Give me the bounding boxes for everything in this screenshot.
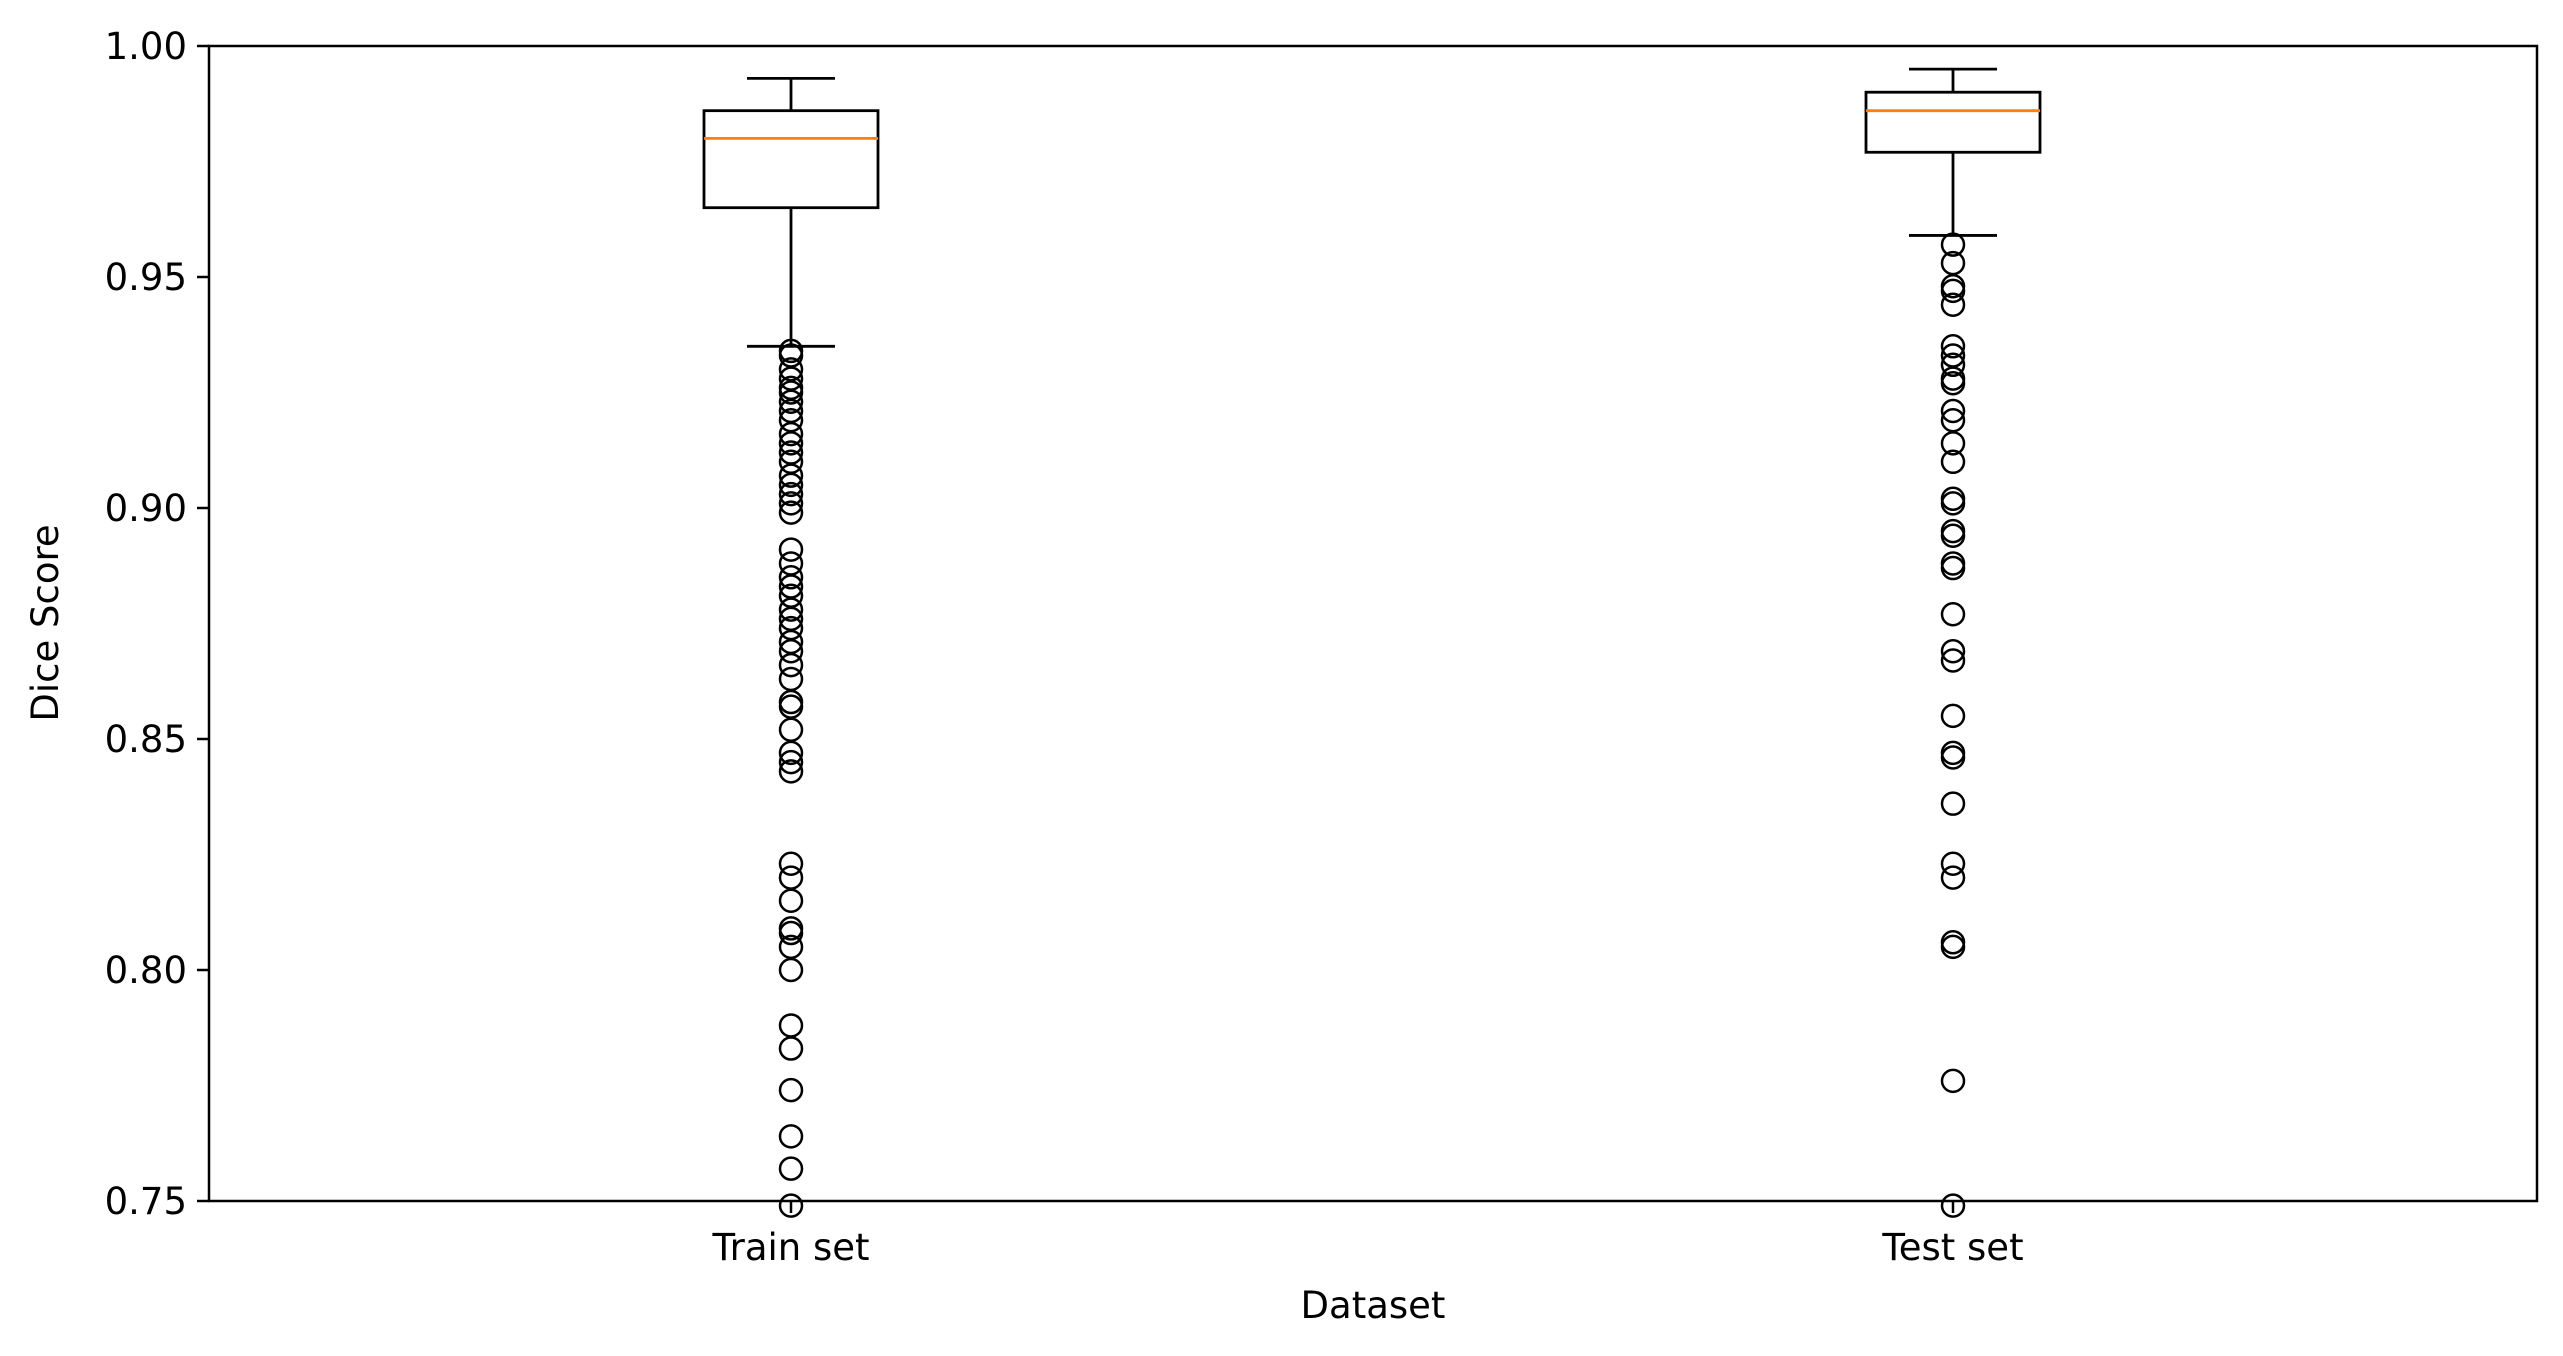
outlier-point (778, 957, 804, 983)
x-axis-ticks: Train set Test set (711, 1201, 2024, 1269)
y-tick-label: 0.80 (105, 949, 187, 992)
axes-frame (207, 44, 2539, 1203)
y-axis-ticks: 0.75 0.80 0.85 0.90 0.95 1.00 (105, 25, 209, 1223)
outlier-point (778, 652, 804, 678)
outlier-point (1940, 292, 1966, 317)
outlier-point (1940, 648, 1966, 673)
outlier-point (778, 421, 804, 447)
outlier-point (1940, 449, 1966, 475)
outlier-point (1940, 431, 1966, 456)
outlier-point (778, 463, 804, 488)
outlier-point (1940, 851, 1966, 876)
outlier-point (1940, 791, 1966, 816)
outlier-point (1940, 278, 1966, 304)
x-axis-label: Dataset (1301, 1284, 1446, 1327)
outlier-point (1940, 703, 1966, 729)
outlier-point (778, 1036, 804, 1061)
outlier-point (1940, 638, 1966, 664)
box-group (702, 76, 880, 1218)
chart-marks (702, 67, 2042, 1218)
outlier-point (1940, 523, 1966, 548)
iqr-box (702, 109, 880, 210)
y-tick-label: 0.75 (105, 1180, 187, 1223)
y-axis-label: Dice Score (24, 524, 67, 721)
outlier-point (778, 1156, 804, 1181)
outlier-point (778, 740, 804, 766)
x-tick-label: Train set (711, 1226, 869, 1269)
outlier-point (1940, 602, 1966, 627)
outlier-point (1940, 745, 1966, 770)
outlier-point (778, 888, 804, 913)
outlier-point (1940, 334, 1966, 359)
iqr-box (1864, 90, 2042, 154)
outlier-point (1940, 934, 1966, 960)
outlier-point (778, 1077, 804, 1103)
outlier-point (778, 537, 804, 562)
outlier-point (778, 481, 804, 507)
plot-area (209, 46, 2537, 1201)
outlier-point (778, 920, 804, 946)
outlier-point (1940, 232, 1966, 257)
outlier-point (778, 472, 804, 498)
outlier-point (778, 389, 804, 414)
outlier-point (778, 431, 804, 456)
outlier-point (1940, 555, 1966, 581)
outlier-point (1940, 1193, 1966, 1218)
outlier-point (1940, 352, 1966, 378)
outlier-point (778, 749, 804, 775)
outlier-point (1940, 865, 1966, 890)
outlier-point (778, 565, 804, 590)
outlier-point (1940, 491, 1966, 516)
y-tick-label: 0.85 (105, 718, 187, 761)
outlier-point (778, 851, 804, 876)
outlier-point (1940, 1068, 1966, 1094)
outlier-point (778, 759, 804, 784)
outlier-point (778, 500, 804, 525)
y-tick-label: 0.90 (105, 487, 187, 530)
outlier-point (778, 638, 804, 664)
outlier-point (1940, 398, 1966, 424)
outlier-point (778, 1193, 804, 1218)
outlier-point (778, 491, 804, 516)
outlier-point (778, 597, 804, 622)
y-tick-label: 1.00 (105, 25, 187, 68)
y-tick-label: 0.95 (105, 256, 187, 299)
box-group (1864, 67, 2042, 1218)
outlier-point (778, 380, 804, 405)
outlier-point (778, 1124, 804, 1149)
outlier-point (1940, 371, 1966, 396)
x-tick-label: Test set (1881, 1226, 2023, 1269)
